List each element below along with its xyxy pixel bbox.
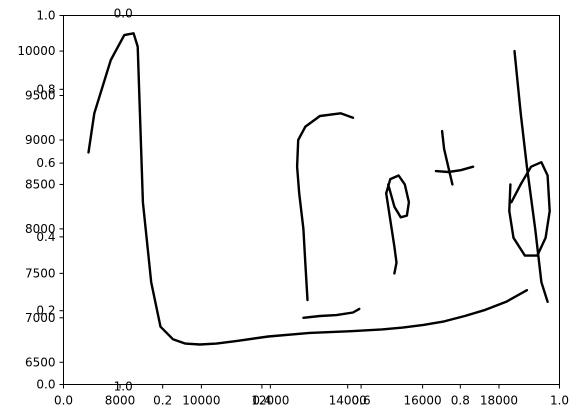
series-stroke	[385, 174, 411, 219]
series-stroke	[302, 307, 361, 319]
y-tick-label: 9000	[25, 133, 56, 147]
x-tick-label: 10000	[182, 394, 220, 408]
overlay-x-tick-label: 1.0	[550, 394, 569, 408]
overlay-x-tick-label: 0.6	[352, 394, 371, 408]
y-tick-label: 8000	[25, 222, 56, 236]
x-tick-label: 16000	[404, 394, 442, 408]
stray-tick-label: 0.0	[114, 7, 133, 21]
x-tick-label: 14000	[329, 394, 367, 408]
overlay-x-tick-label: 0.2	[153, 394, 172, 408]
overlay-y-tick-label: 1.0	[36, 9, 55, 23]
series-stroke	[508, 161, 551, 257]
plot-frame	[63, 15, 560, 385]
overlay-y-tick-label: 0.0	[36, 378, 55, 392]
y-tick-label: 10000	[17, 44, 55, 58]
y-tick-label: 6500	[25, 355, 56, 369]
main-axis-ticks: 6500 7000 7500 8000 8500 9000 9500 10000 8000 100…	[17, 7, 518, 408]
overlay-y-tick-label: 0.6	[36, 156, 55, 170]
overlay-x-tick-label: 0.4	[252, 394, 271, 408]
series-stroke	[385, 192, 398, 275]
overlay-y-tick-label: 0.8	[36, 82, 55, 96]
overlay-y-tick-label: 0.2	[36, 304, 55, 318]
series-layer	[87, 32, 551, 346]
series-stroke	[434, 165, 475, 174]
x-tick-label: 8000	[105, 394, 136, 408]
x-tick-label: 12000	[251, 394, 289, 408]
series-stroke	[295, 112, 355, 302]
series-stroke	[513, 49, 549, 303]
series-stroke	[87, 32, 529, 346]
overlay-x-tick-label: 0.0	[54, 394, 73, 408]
stray-tick-label: 1.0	[114, 380, 133, 394]
x-tick-label: 18000	[480, 394, 518, 408]
overlay-y-tick-label: 0.4	[36, 230, 55, 244]
y-tick-label: 7000	[25, 311, 56, 325]
y-tick-label: 8500	[25, 177, 56, 191]
y-tick-label: 9500	[25, 89, 56, 103]
overlay-axis-ticks: 0.0 0.2 0.4 0.6 0.8 1.0 0.0 0.2 0.4 0.6 0.8 1.0	[36, 9, 569, 408]
overlay-x-tick-label: 0.8	[451, 394, 470, 408]
y-tick-label: 7500	[25, 266, 56, 280]
series-stroke	[440, 129, 454, 186]
